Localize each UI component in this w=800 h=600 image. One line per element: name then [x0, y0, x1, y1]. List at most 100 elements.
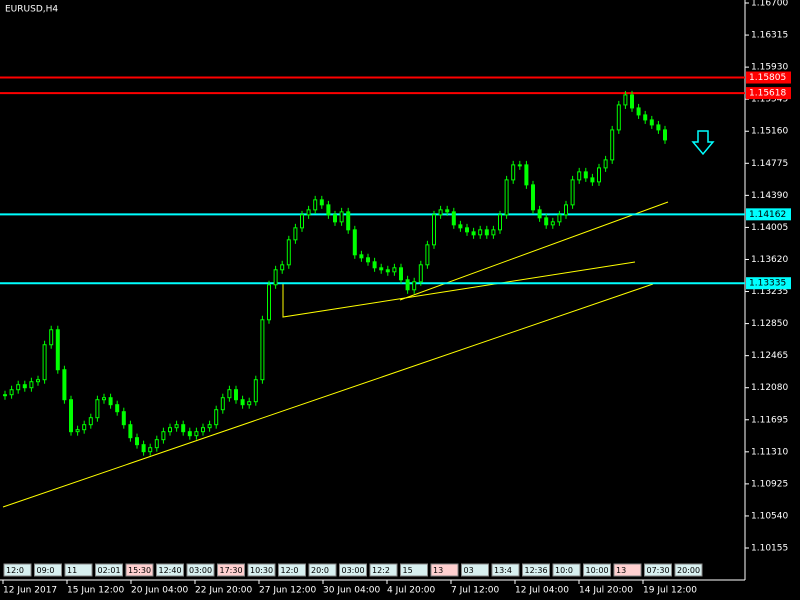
y-tick-label: 1.15930: [751, 63, 788, 73]
candle: [643, 114, 648, 121]
period-tag: 07:30: [647, 566, 670, 575]
x-tick-label: 19 Jul 12:00: [643, 586, 697, 596]
period-tag: 10:0: [555, 566, 573, 575]
candle: [557, 214, 562, 223]
candle: [412, 281, 417, 291]
period-tag: 12:40: [159, 566, 182, 575]
candle: [128, 424, 133, 439]
period-tag-box: [3, 563, 32, 577]
candle: [49, 329, 54, 346]
period-tag-box: [339, 563, 367, 577]
candle: [333, 214, 337, 223]
x-tick-label: 12 Jul 04:00: [515, 586, 569, 596]
candle: [247, 401, 252, 406]
period-tag: 12:2: [372, 566, 390, 575]
price-level-box: [746, 71, 791, 84]
candle: [524, 164, 529, 186]
period-tag-box: [613, 563, 642, 577]
period-tag-box: [400, 563, 428, 577]
period-tag: 02:01: [98, 566, 121, 575]
period-tag: 10:00: [586, 566, 609, 575]
sell-arrow: [691, 130, 715, 156]
period-tag-box: [247, 563, 276, 577]
period-tag-box: [674, 563, 703, 577]
candle: [267, 284, 271, 321]
y-tick-label: 1.13620: [751, 255, 788, 265]
period-tag: 03:00: [342, 566, 365, 575]
y-tick-label: 1.16700: [751, 0, 788, 8]
price-level-label: 1.13335: [749, 279, 786, 289]
period-tag-box: [552, 563, 581, 577]
candle: [207, 424, 212, 429]
candle: [135, 437, 139, 446]
candle: [108, 397, 113, 406]
candle: [55, 329, 60, 371]
candle: [9, 389, 14, 396]
y-tick-label: 1.10925: [751, 479, 788, 489]
candle: [517, 164, 522, 167]
period-tag: 12:0: [6, 566, 24, 575]
period-tag-box: [95, 563, 123, 577]
candle: [405, 279, 410, 291]
period-tag-box: [644, 563, 672, 577]
candle: [22, 384, 27, 389]
period-tag: 12:0: [281, 566, 299, 575]
candle: [214, 409, 219, 426]
candle: [656, 124, 661, 131]
y-tick-label: 1.14775: [751, 159, 788, 169]
candle: [418, 264, 423, 283]
candle: [663, 129, 667, 141]
candle: [88, 417, 93, 426]
x-tick-label: 14 Jul 20:00: [579, 586, 633, 596]
candle: [491, 229, 496, 236]
candle: [29, 381, 34, 389]
candle: [300, 214, 304, 229]
candle: [610, 129, 615, 161]
candle: [577, 171, 582, 181]
candle: [511, 164, 516, 181]
period-tag: 09:0: [37, 566, 55, 575]
y-tick-label: 1.12465: [751, 351, 788, 361]
candle: [102, 397, 106, 401]
x-tick-label: 30 Jun 04:00: [323, 586, 380, 596]
period-tag: 13: [616, 566, 626, 575]
period-tag: 15: [403, 566, 413, 575]
candle: [306, 209, 311, 216]
candle: [498, 214, 502, 231]
candle: [630, 94, 634, 109]
candle: [564, 204, 568, 216]
period-tag: 17:30: [220, 566, 243, 575]
x-tick-label: 12 Jun 2017: [3, 586, 57, 596]
candle: [16, 384, 21, 391]
chart-title: EURUSD,H4: [5, 5, 58, 15]
candle: [544, 217, 549, 226]
candle: [550, 221, 555, 226]
candle: [95, 399, 100, 419]
x-tick-label: 4 Jul 20:00: [387, 586, 436, 596]
candle: [161, 431, 166, 441]
candle: [392, 267, 397, 273]
period-tag-box: [64, 563, 93, 577]
candle: [141, 444, 146, 453]
candle: [537, 209, 542, 219]
candle: [148, 447, 153, 453]
x-tick-label: 15 Jun 12:00: [67, 586, 124, 596]
price-level-box: [746, 87, 791, 100]
candle: [194, 431, 199, 437]
candle: [75, 429, 80, 433]
x-tick-label: 27 Jun 12:00: [259, 586, 316, 596]
candle: [603, 159, 608, 169]
candle: [445, 209, 450, 213]
period-tag-box: [583, 563, 611, 577]
y-tick-label: 1.13235: [751, 287, 788, 297]
trend-line: [2, 283, 654, 508]
candle: [597, 167, 601, 183]
candle: [174, 424, 179, 429]
candle: [425, 244, 430, 266]
candle: [484, 229, 489, 236]
y-tick-label: 1.11310: [751, 447, 788, 457]
candle: [293, 227, 298, 241]
candle: [240, 399, 245, 406]
candle: [253, 379, 258, 403]
